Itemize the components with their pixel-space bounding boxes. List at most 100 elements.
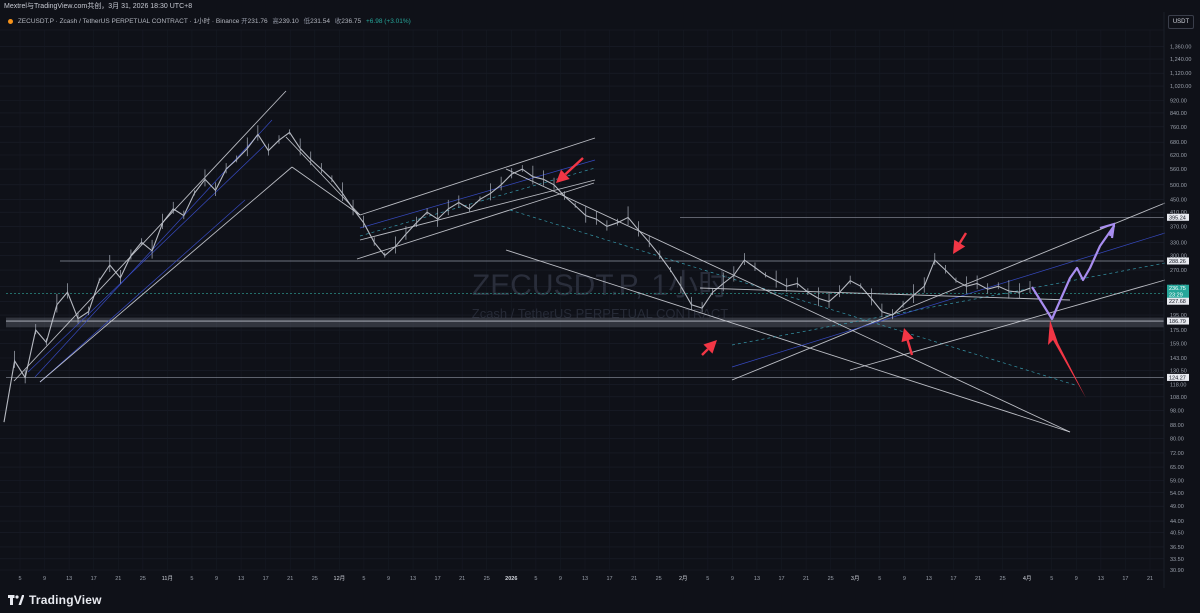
watermark-description: Zcash / TetherUS PERPETUAL CONTRACT (472, 306, 729, 321)
price-tag-bg (1167, 284, 1189, 292)
tradingview-logo-icon (8, 594, 24, 605)
y-tick-label: 159.00 (1170, 341, 1187, 347)
x-tick-label: 17 (950, 576, 956, 582)
channel-line-15 (731, 202, 1166, 381)
snapshot-credit: Mextrel与TradingView.com共创，3月 31, 2026 18… (4, 3, 193, 10)
channel-line-4 (39, 166, 293, 383)
x-tick-label: 9 (387, 576, 390, 582)
price-tag-label: 288.26 (1169, 259, 1186, 265)
y-tick-label: 36.50 (1170, 545, 1184, 551)
channel-line-0 (13, 90, 287, 382)
price-tag-bg (1167, 291, 1189, 299)
y-tick-label: 680.00 (1170, 140, 1187, 146)
x-tick-label: 21 (631, 576, 637, 582)
price-tag-bg (1167, 317, 1189, 325)
channel-line-7 (359, 137, 596, 216)
x-tick-label: 5 (362, 576, 365, 582)
x-tick-label: 25 (1000, 576, 1006, 582)
y-tick-label: 450.00 (1170, 197, 1187, 203)
x-tick-label: 17 (607, 576, 613, 582)
currency-button[interactable]: USDT (1168, 15, 1194, 29)
y-tick-label: 143.00 (1170, 356, 1187, 362)
x-tick-label: 2月 (679, 575, 688, 582)
y-tick-label: 270.00 (1170, 268, 1187, 274)
x-tick-label: 25 (656, 576, 662, 582)
watermark-symbol: ZECUSDT.P, 1小时 (472, 269, 728, 302)
x-tick-label: 13 (582, 576, 588, 582)
x-tick-label: 11月 (162, 575, 173, 582)
x-tick-label: 13 (1098, 576, 1104, 582)
x-tick-label: 13 (410, 576, 416, 582)
x-tick-label: 5 (878, 576, 881, 582)
x-tick-label: 21 (459, 576, 465, 582)
x-tick-label: 9 (903, 576, 906, 582)
x-tick-label: 21 (1147, 576, 1153, 582)
ohlc-low: 低231.54 (303, 18, 330, 25)
channel-line-19 (699, 287, 1071, 301)
price-tag-label: 124.27 (1169, 375, 1186, 381)
y-tick-label: 195.00 (1170, 313, 1187, 319)
x-tick-label: 5 (706, 576, 709, 582)
channel-line-2 (27, 144, 266, 373)
channel-line-1 (39, 199, 246, 383)
symbol-legend[interactable]: ZECUSDT.P · Zcash / TetherUS PERPETUAL C… (8, 15, 411, 25)
y-tick-label: 300.00 (1170, 253, 1187, 259)
x-tick-label: 21 (803, 576, 809, 582)
symbol-title: ZECUSDT.P · Zcash / TetherUS PERPETUAL C… (17, 18, 240, 25)
y-tick-label: 54.00 (1170, 491, 1184, 497)
red-arrow-1-shaft (564, 157, 584, 176)
y-tick-label: 40.50 (1170, 531, 1184, 537)
price-series-line (3, 131, 1031, 423)
x-tick-label: 5 (534, 576, 537, 582)
y-tick-label: 560.00 (1170, 167, 1187, 173)
x-tick-label: 25 (140, 576, 146, 582)
red-arrow-1-head (556, 169, 570, 183)
y-tick-label: 44.00 (1170, 519, 1184, 525)
x-tick-label: 5 (1050, 576, 1053, 582)
x-tick-label: 4月 (1023, 575, 1032, 582)
channel-line-9 (356, 182, 595, 260)
y-tick-label: 98.00 (1170, 408, 1184, 414)
price-tag-label: 227.68 (1169, 299, 1186, 305)
red-arrow-3-shaft (906, 339, 914, 356)
x-tick-label: 21 (975, 576, 981, 582)
y-tick-label: 500.00 (1170, 183, 1187, 189)
y-tick-label: 175.00 (1170, 328, 1187, 334)
x-tick-label: 17 (263, 576, 269, 582)
price-axis: 1,360.00 1,240.00 1,120.00 1,020.00 920.00 84… (1170, 44, 1191, 574)
y-tick-label: 760.00 (1170, 125, 1187, 131)
price-tag-label: 186.79 (1169, 319, 1186, 325)
price-tag-bg (1167, 257, 1189, 265)
x-tick-label: 17 (1122, 576, 1128, 582)
tradingview-logo[interactable]: TradingView (8, 593, 102, 607)
ohlc-high: 高239.10 (272, 18, 299, 25)
x-tick-label: 5 (18, 576, 21, 582)
y-tick-label: 1,120.00 (1170, 71, 1191, 77)
y-tick-label: 65.00 (1170, 465, 1184, 471)
x-tick-label: 2026 (505, 576, 517, 582)
x-tick-label: 3月 (851, 575, 860, 582)
channel-line-17 (731, 262, 1166, 346)
red-arrow-large (1048, 320, 1086, 398)
channel-line-18 (849, 279, 1166, 371)
x-tick-label: 9 (215, 576, 218, 582)
price-tag-bg (1167, 297, 1189, 305)
footer: TradingView (0, 588, 1200, 613)
channel-line-8 (359, 179, 596, 241)
y-tick-label: 1,020.00 (1170, 84, 1191, 90)
y-tick-label: 80.00 (1170, 436, 1184, 442)
x-tick-label: 17 (435, 576, 441, 582)
price-tag-bg (1167, 213, 1189, 221)
ohlc-open: 开231.76 (241, 18, 268, 25)
x-tick-label: 25 (828, 576, 834, 582)
channel-line-13 (505, 168, 1071, 433)
y-tick-label: 88.00 (1170, 423, 1184, 429)
x-tick-label: 17 (778, 576, 784, 582)
red-arrow-2-head (703, 340, 717, 354)
symbol-logo-icon (8, 18, 13, 24)
price-chart[interactable]: ZECUSDT.P, 1小时 Zcash / TetherUS PERPETUAL… (0, 12, 1200, 588)
x-tick-label: 13 (66, 576, 72, 582)
support-zone (6, 317, 1164, 328)
price-tag-label: 395.24 (1169, 215, 1186, 221)
y-tick-label: 72.00 (1170, 451, 1184, 457)
